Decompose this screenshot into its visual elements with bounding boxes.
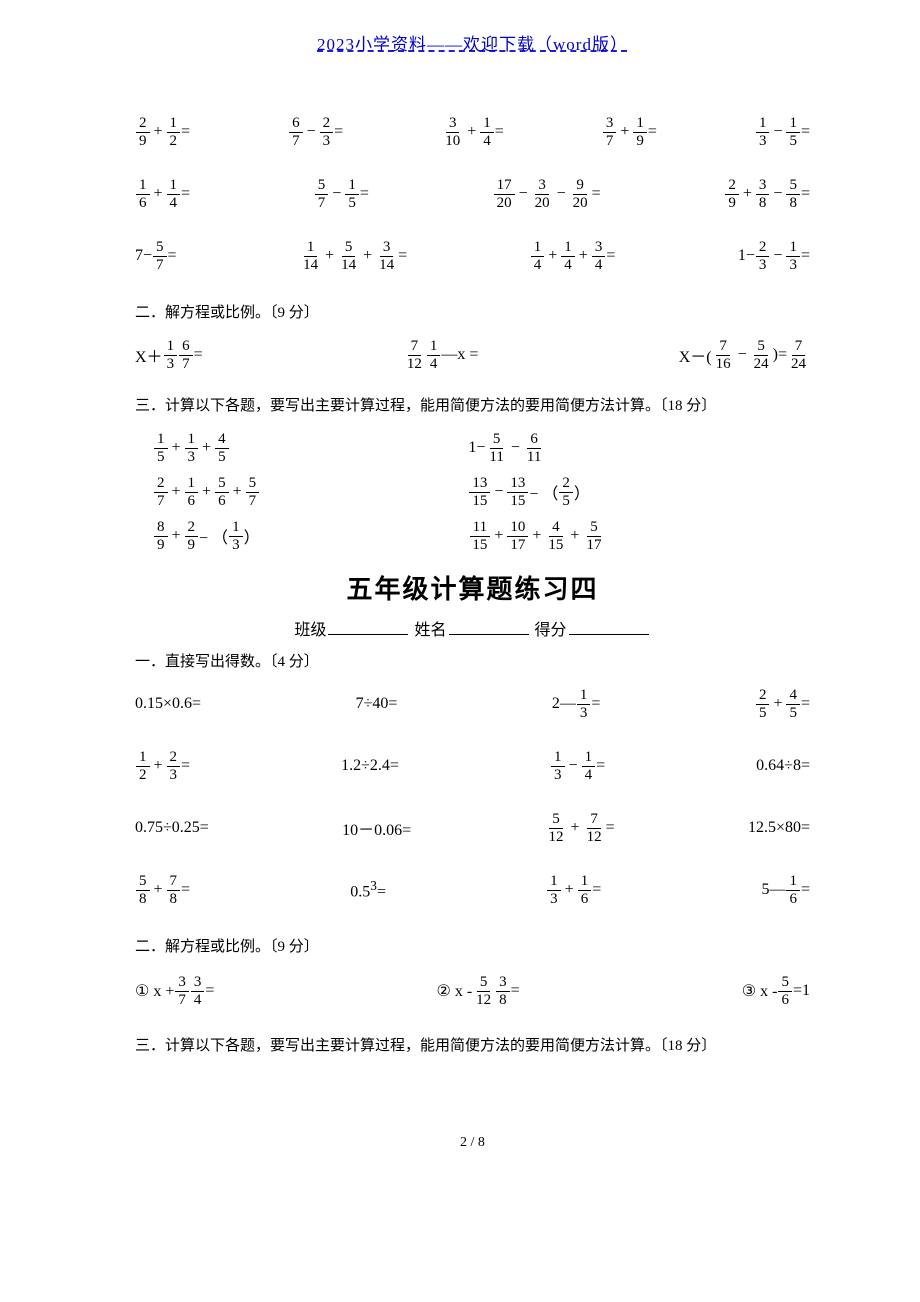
math-expression: 12+23= — [135, 749, 190, 783]
math-expression: 67−23= — [288, 115, 343, 149]
heading-1b: 一．直接写出得数。〔4 分〕 — [135, 650, 810, 671]
math-expression: 0.15×0.6= — [135, 695, 201, 713]
math-expression: ③ x -56=1 — [742, 974, 810, 1008]
math-expression: 27+16+56+57 — [153, 475, 468, 509]
math-expression: 37+19= — [602, 115, 657, 149]
arith-row-D2: 12+23= 1.2÷2.4= 13−14= 0.64÷8= — [135, 749, 810, 783]
calc-row: 15+13+451−511−611 — [135, 431, 810, 465]
math-expression: 13+16= — [546, 873, 601, 907]
math-expression: 114+514+314= — [299, 239, 407, 273]
math-expression: 0.75÷0.25= — [135, 819, 209, 837]
blank-class[interactable] — [328, 617, 408, 635]
arith-row-1: 29+12= 67−23= 310+14= 37+19= 13−15= — [135, 115, 810, 149]
label-class: 班级 — [294, 622, 326, 639]
subtitle: 五年级计算题练习四 — [135, 569, 810, 606]
math-expression: 10－0.06= — [342, 816, 411, 840]
equation-row-E: ① x + 3734= ② x - 51238= ③ x -56=1 — [135, 974, 810, 1008]
math-expression: 0.64÷8= — [756, 757, 810, 775]
math-expression: 29+12= — [135, 115, 190, 149]
blank-score[interactable] — [569, 617, 649, 635]
math-expression: 1720−320−920= — [493, 177, 601, 211]
page-number: 2 / 8 — [135, 1135, 810, 1151]
calc-row: 27+16+56+571315−1315− （25） — [135, 475, 810, 509]
math-expression: 7÷40= — [356, 695, 398, 713]
math-expression: 13−14= — [550, 749, 605, 783]
calc-row: 89+29− （13）1115+1017+415+517 — [135, 519, 810, 553]
form-line: 班级 姓名 得分 — [135, 616, 810, 640]
math-expression: 89+29− （13） — [153, 519, 468, 553]
label-name: 姓名 — [414, 622, 446, 639]
header-link: 2023小学资料——欢迎下载（word版） — [135, 30, 810, 55]
math-expression: 58+78= — [135, 873, 190, 907]
heading-2: 二．解方程或比例。〔9 分〕 — [135, 301, 810, 322]
arith-row-D4: 58+78= 0.53= 13+16= 5— 16= — [135, 873, 810, 907]
math-expression: 29+38−58= — [724, 177, 810, 211]
math-expression: 1115+1017+415+517 — [468, 519, 810, 553]
arith-row-3: 7−57= 114+514+314= 14+14+34= 1−23−13= — [135, 239, 810, 273]
math-expression: ① x + 3734= — [135, 974, 214, 1008]
equation-row-B: X＋1367= 71214—x = X－(716−524)=724 — [135, 338, 810, 372]
math-expression: 512+712= — [545, 811, 615, 845]
heading-3b: 三．计算以下各题，要写出主要计算过程，能用简便方法的要用简便方法计算。〔18 分… — [135, 1034, 810, 1055]
label-score: 得分 — [535, 622, 567, 639]
download-link[interactable]: 2023小学资料——欢迎下载（word版） — [317, 35, 628, 54]
math-expression: 1315−1315− （25） — [468, 475, 810, 509]
heading-3: 三．计算以下各题，要写出主要计算过程，能用简便方法的要用简便方法计算。〔18 分… — [135, 394, 810, 415]
math-expression: 5— 16= — [761, 873, 810, 907]
math-expression: 1.2÷2.4= — [341, 757, 399, 775]
math-expression: 310+14= — [441, 115, 504, 149]
math-expression: ② x - 51238= — [437, 974, 520, 1008]
math-expression: 1−511−611 — [468, 431, 810, 465]
math-expression: 25+45= — [755, 687, 810, 721]
math-expression: 0.53= — [350, 878, 386, 901]
heading-2b: 二．解方程或比例。〔9 分〕 — [135, 935, 810, 956]
math-expression: 7−57= — [135, 239, 177, 273]
arith-row-2: 16+14= 57−15= 1720−320−920= 29+38−58= — [135, 177, 810, 211]
math-expression: 13−15= — [755, 115, 810, 149]
math-expression: 1−23−13= — [738, 239, 810, 273]
math-expression: 14+14+34= — [530, 239, 616, 273]
math-expression: 12.5×80= — [748, 819, 810, 837]
math-expression: 15+13+45 — [153, 431, 468, 465]
blank-name[interactable] — [449, 617, 529, 635]
math-expression: 71214—x = — [403, 338, 479, 372]
math-expression: 16+14= — [135, 177, 190, 211]
math-expression: 2—13= — [552, 687, 601, 721]
math-expression: 57−15= — [314, 177, 369, 211]
arith-row-D3: 0.75÷0.25= 10－0.06= 512+712= 12.5×80= — [135, 811, 810, 845]
math-expression: X＋1367= — [135, 338, 203, 372]
arith-row-D1: 0.15×0.6= 7÷40= 2—13= 25+45= — [135, 687, 810, 721]
math-expression: X－(716−524)=724 — [679, 338, 810, 372]
